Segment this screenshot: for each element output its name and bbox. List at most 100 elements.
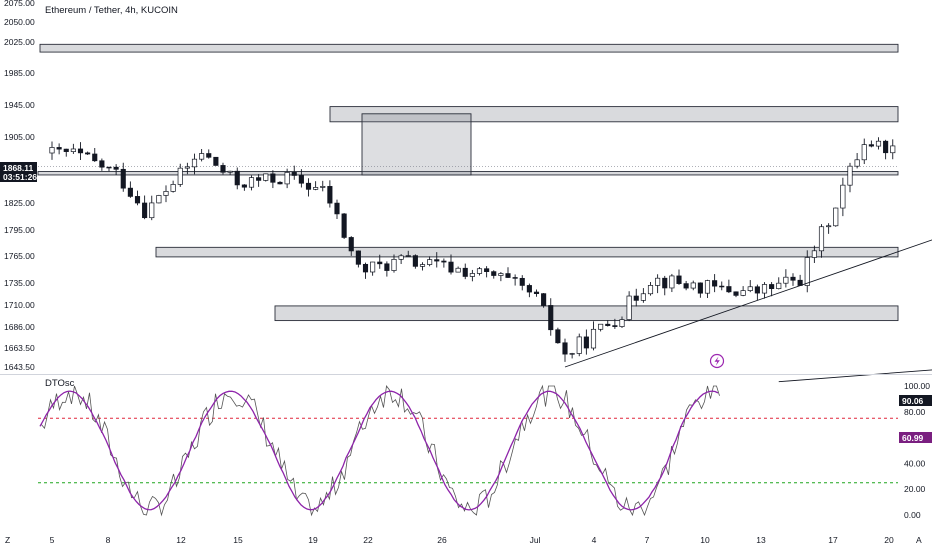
candle-body — [391, 258, 397, 271]
zone-rect[interactable] — [39, 43, 899, 53]
candle-body — [626, 295, 632, 320]
zone-rect[interactable] — [329, 106, 899, 123]
candle-body — [448, 261, 454, 273]
candle-body — [747, 286, 753, 291]
candle — [619, 316, 625, 328]
candle — [149, 195, 155, 221]
candle-body — [412, 255, 418, 267]
candle — [234, 167, 240, 190]
candle — [355, 250, 361, 268]
candle — [120, 162, 126, 192]
candle — [612, 318, 618, 329]
zone-rect[interactable] — [274, 305, 899, 322]
candle — [256, 174, 262, 187]
candle-body — [127, 187, 133, 197]
candle — [241, 184, 247, 191]
candle-body — [206, 153, 212, 158]
candle-body — [191, 158, 198, 168]
candle-body — [605, 323, 611, 326]
candle — [769, 282, 775, 297]
candle — [605, 320, 611, 327]
candle-body — [184, 166, 190, 169]
time-tick-label: 12 — [176, 535, 186, 545]
osc-main-line — [39, 390, 719, 511]
candle — [783, 269, 789, 288]
osc-tick-label: 20.00 — [904, 484, 926, 494]
candle-body — [49, 147, 55, 154]
candle — [655, 274, 661, 294]
candle-body — [498, 273, 504, 276]
candle-body — [142, 202, 148, 219]
price-tick-label: 1945.00 — [4, 100, 35, 110]
candle-body — [248, 177, 255, 188]
range-box[interactable] — [361, 113, 472, 176]
candle — [63, 148, 69, 157]
candle-body — [355, 250, 361, 265]
candle-body — [826, 225, 832, 228]
price-tick-label: 1710.00 — [4, 300, 35, 310]
osc-signal-line — [41, 384, 720, 517]
candle — [284, 168, 290, 189]
price-pane[interactable]: 2075.00 2050.00 2025.00 1985.00 1945.00 1905.… — [4, 0, 932, 383]
candle-body — [576, 336, 582, 354]
zone-rect[interactable] — [155, 246, 899, 258]
time-tick-label: 7 — [645, 535, 650, 545]
candle-body — [662, 277, 668, 289]
candle — [263, 173, 269, 182]
candle — [712, 274, 718, 293]
candle — [327, 180, 333, 208]
candle-body — [462, 267, 468, 277]
candle — [541, 293, 547, 308]
candle-body — [348, 237, 354, 252]
candle — [833, 207, 839, 227]
trend-line[interactable] — [564, 44, 932, 368]
candle — [640, 288, 646, 303]
price-countdown: 03:51:26 — [3, 172, 37, 182]
candle — [633, 288, 639, 307]
candle — [341, 213, 347, 239]
candle-body — [733, 291, 739, 296]
candle — [56, 143, 62, 155]
time-axis[interactable]: 5 8 12 15 19 22 26 Jul 4 7 10 13 17 20 — [50, 535, 894, 545]
candle-body — [633, 295, 639, 301]
candle — [441, 258, 447, 268]
candle — [377, 254, 383, 269]
candle-body — [455, 267, 461, 273]
candle-body — [199, 153, 205, 160]
candle — [370, 261, 376, 276]
candle-body — [362, 263, 369, 273]
candle — [320, 180, 326, 192]
candle-body — [384, 263, 390, 271]
candle-body — [640, 293, 646, 301]
candle — [890, 139, 896, 160]
time-tick-label: 17 — [828, 535, 838, 545]
candle-body — [234, 170, 240, 186]
price-tick-label: 2025.00 — [4, 37, 35, 47]
candle-body — [690, 282, 696, 289]
time-tick-label: 13 — [756, 535, 766, 545]
candle — [334, 199, 340, 220]
candle-body — [769, 284, 775, 290]
osc-value-tag-1: 90.06 — [899, 395, 932, 406]
candle — [861, 138, 867, 165]
candle-body — [99, 160, 105, 168]
candle — [883, 139, 889, 160]
candle-body — [441, 260, 447, 263]
candle — [854, 153, 860, 169]
price-tick-label: 1905.00 — [4, 132, 35, 142]
candle — [291, 165, 297, 180]
candle — [569, 352, 575, 359]
candle — [676, 269, 682, 285]
candle-body — [569, 353, 575, 355]
timezone-button[interactable]: Z — [5, 535, 10, 545]
candle — [106, 166, 112, 172]
candle-body — [170, 184, 176, 192]
candle — [391, 254, 397, 273]
lightning-icon[interactable] — [709, 353, 725, 369]
candle-body — [811, 250, 817, 258]
candle — [690, 280, 696, 291]
candle — [797, 274, 803, 286]
auto-scale-button[interactable]: A — [916, 535, 922, 545]
